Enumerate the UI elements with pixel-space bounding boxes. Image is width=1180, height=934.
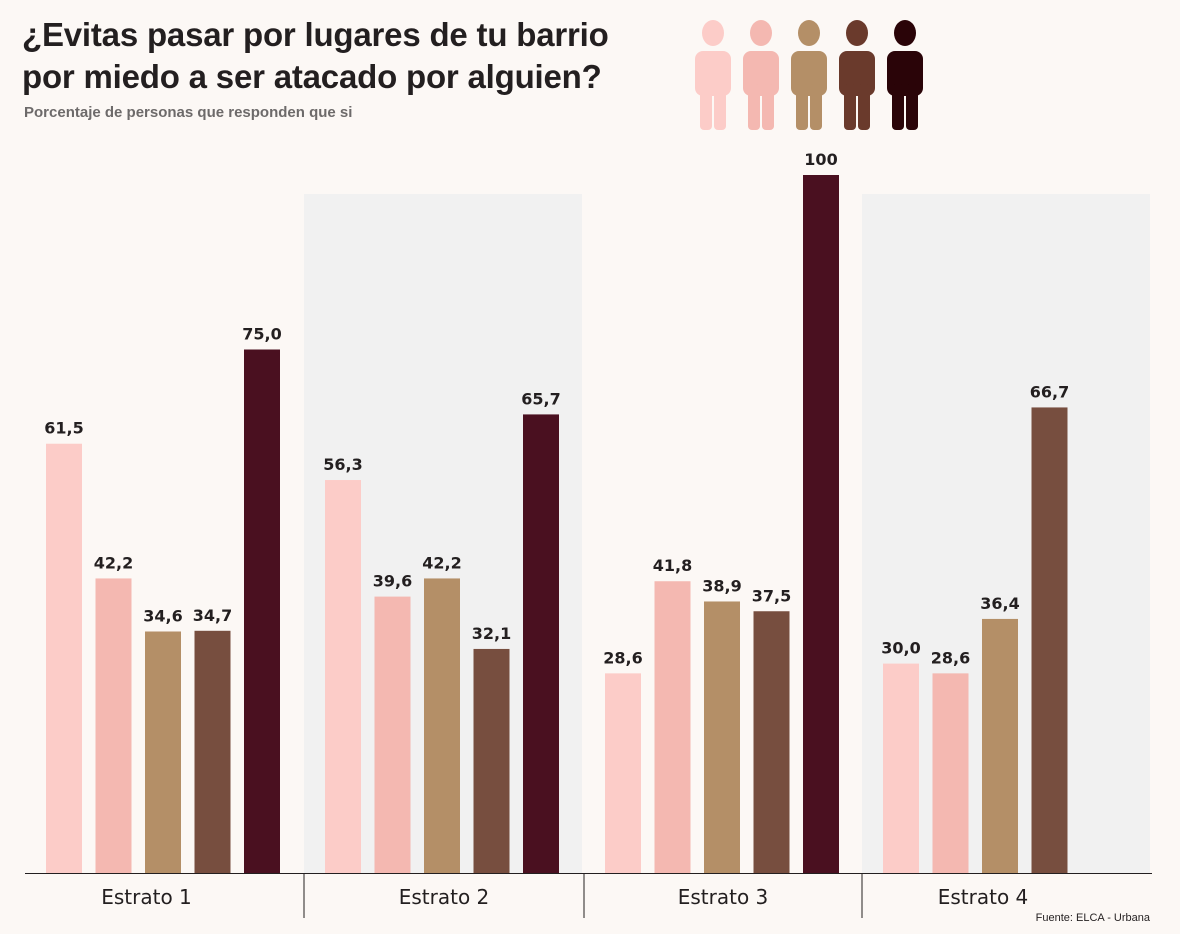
value-label: 28,6 <box>603 648 642 667</box>
bar <box>704 601 740 873</box>
bar <box>473 648 510 873</box>
source-note: Fuente: ELCA - Urbana <box>1035 912 1150 924</box>
category-label: Estrato 1 <box>101 885 192 909</box>
chart-title-line-2: por miedo a ser atacado por alguien? <box>22 58 602 95</box>
person-icon <box>887 20 923 130</box>
skin-tone-legend <box>695 20 923 130</box>
bar <box>932 673 969 873</box>
value-label: 42,2 <box>422 553 461 572</box>
value-label: 75,0 <box>242 325 281 344</box>
value-label: 37,5 <box>752 586 791 605</box>
person-icon <box>791 20 827 130</box>
bar <box>753 611 790 873</box>
bar <box>654 581 691 873</box>
bar <box>194 630 231 873</box>
person-icon <box>743 20 779 130</box>
value-label: 42,2 <box>94 553 133 572</box>
bar <box>145 631 181 873</box>
bar <box>1031 407 1068 873</box>
category-label: Estrato 4 <box>938 885 1029 909</box>
bar <box>424 578 460 873</box>
category-label: Estrato 3 <box>678 885 769 909</box>
person-icon <box>695 20 731 130</box>
value-label: 36,4 <box>980 594 1019 613</box>
value-label: 100 <box>804 150 837 169</box>
bar <box>95 578 132 873</box>
value-label: 56,3 <box>323 455 362 474</box>
value-label: 65,7 <box>521 389 560 408</box>
value-label: 61,5 <box>44 419 83 438</box>
value-label: 38,9 <box>702 576 741 595</box>
person-icon <box>839 20 875 130</box>
chart-title: ¿Evitas pasar por lugares de tu barrio p… <box>22 14 682 98</box>
bar <box>374 596 411 873</box>
value-label: 32,1 <box>472 624 511 643</box>
bar <box>605 673 641 873</box>
bar <box>523 414 559 873</box>
chart-subtitle: Porcentaje de personas que responden que… <box>24 104 353 121</box>
value-label: 39,6 <box>373 572 412 591</box>
bar <box>883 663 919 873</box>
bar <box>244 349 280 873</box>
value-label: 66,7 <box>1030 382 1069 401</box>
chart-title-line-1: ¿Evitas pasar por lugares de tu barrio <box>22 16 609 53</box>
bar <box>46 443 82 873</box>
value-label: 30,0 <box>881 639 920 658</box>
bar <box>325 480 361 873</box>
bar <box>982 618 1018 873</box>
value-label: 34,6 <box>143 606 182 625</box>
bar <box>803 175 839 873</box>
value-label: 34,7 <box>193 606 232 625</box>
category-label: Estrato 2 <box>399 885 490 909</box>
value-label: 41,8 <box>653 556 692 575</box>
value-label: 28,6 <box>931 648 970 667</box>
